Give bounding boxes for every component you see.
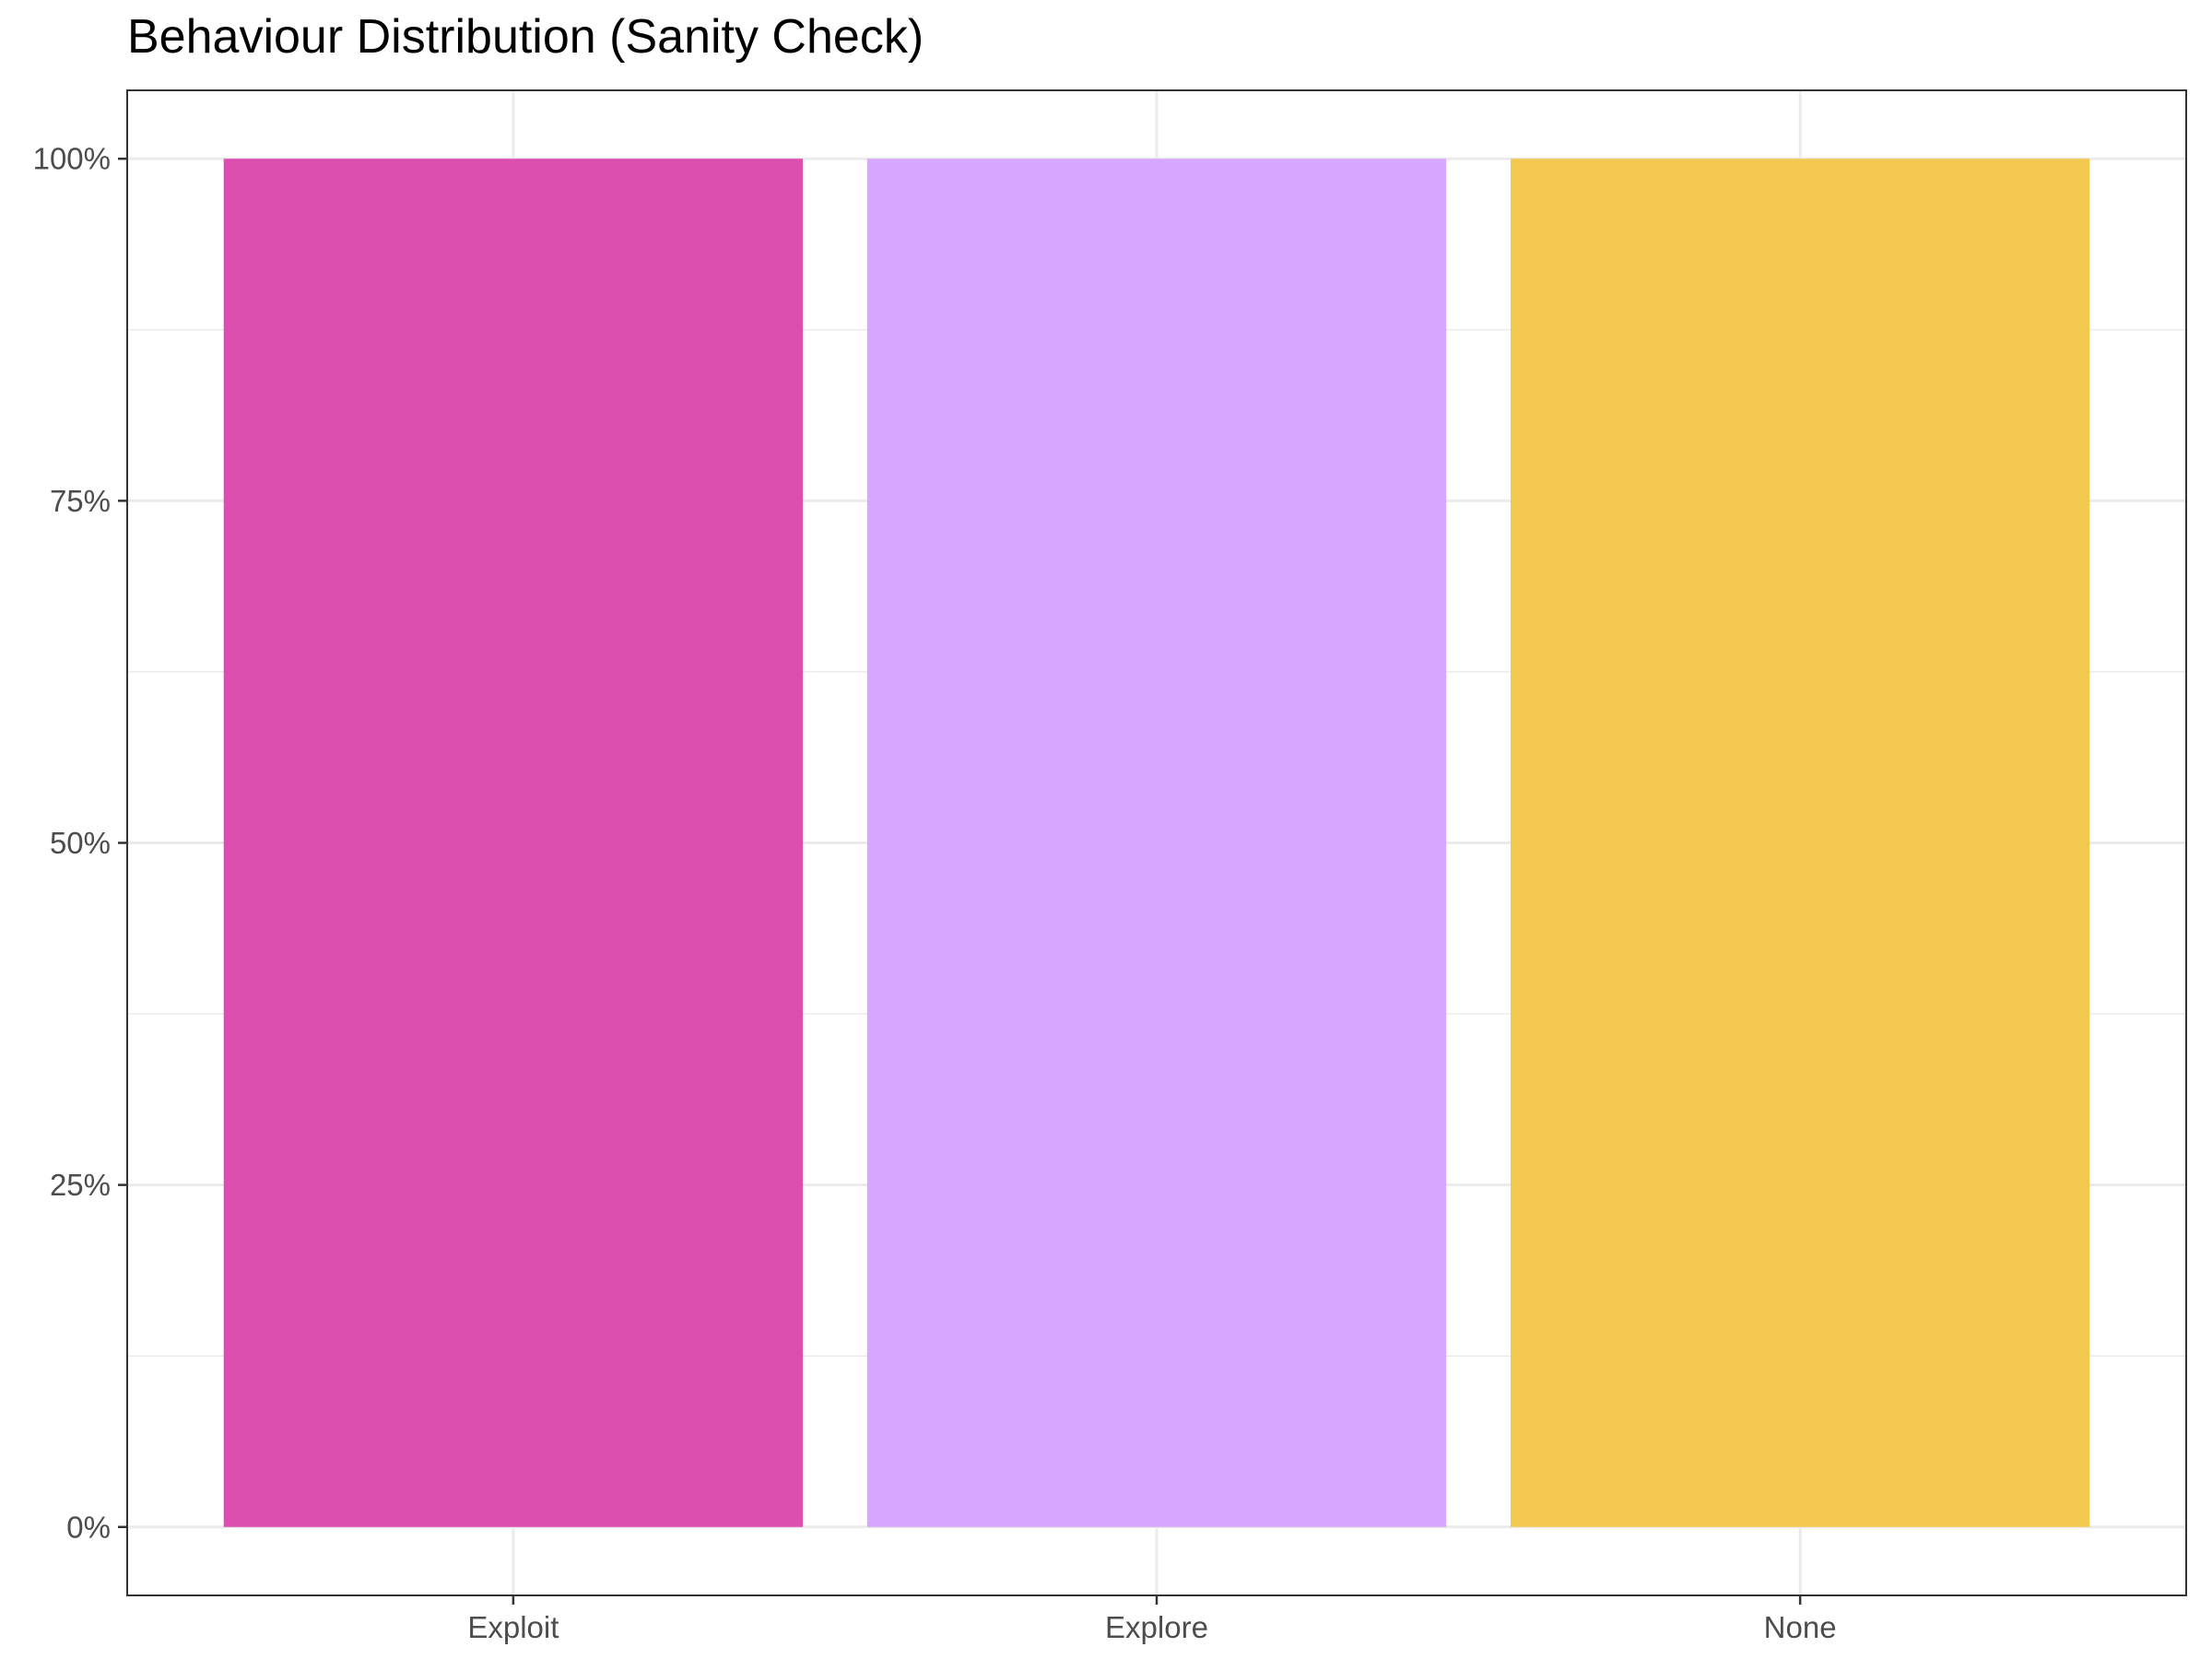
bar-explore [866, 159, 1447, 1527]
y-tick-label: 0% [66, 1510, 111, 1544]
y-axis: 0% 25% 50% 75% 100% [33, 142, 127, 1544]
x-axis: Exploit Explore None [467, 1595, 1837, 1644]
x-tick-label: Explore [1105, 1610, 1208, 1644]
bar-none [1510, 159, 2090, 1527]
y-tick-label: 50% [50, 826, 111, 860]
y-tick-label: 25% [50, 1168, 111, 1202]
y-tick-label: 100% [33, 142, 111, 176]
x-tick-label: None [1764, 1610, 1837, 1644]
bars [223, 159, 2090, 1527]
y-tick-label: 75% [50, 484, 111, 518]
chart-title: Behaviour Distribution (Sanity Check) [127, 10, 924, 64]
x-tick-label: Exploit [467, 1610, 559, 1644]
bar-exploit [223, 159, 804, 1527]
